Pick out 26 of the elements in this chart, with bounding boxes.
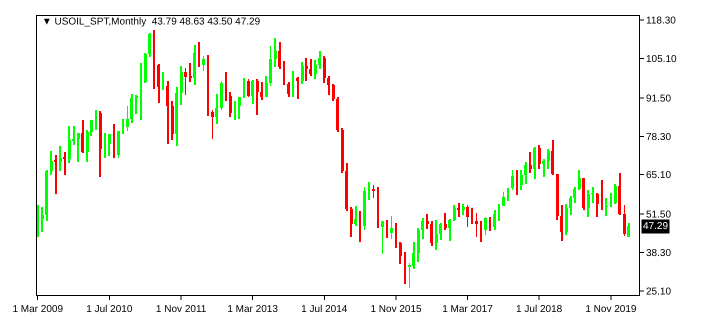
y-tick-label: 25.10 (646, 286, 672, 298)
x-tick-label: 1 Mar 2017 (442, 304, 494, 315)
x-tick-label: 1 Jul 2010 (86, 304, 133, 315)
y-tick-label: 65.10 (646, 170, 672, 182)
candlestick (591, 187, 594, 203)
annotation: 47.29 (643, 221, 668, 232)
candlestick (605, 198, 608, 216)
candlestick (54, 155, 57, 194)
y-tick-label: 105.10 (646, 54, 678, 65)
candlestick (368, 182, 370, 200)
x-tick-label: 1 Nov 2015 (370, 304, 422, 315)
x-tick-label: 1 Jul 2018 (516, 304, 563, 315)
x-tick-label: 1 Nov 2011 (156, 304, 207, 315)
candlestick (63, 152, 66, 175)
x-tick-label: 1 Nov 2019 (585, 304, 637, 315)
candlestick (601, 180, 603, 210)
candlestick (162, 72, 164, 90)
y-tick-label: 118.30 (646, 16, 676, 27)
chart-title: ▼ USOIL_SPT,Monthly 43.79 48.63 43.50 47.29 (42, 16, 261, 28)
y-tick-label: 91.50 (646, 93, 672, 104)
x-tick-label: 1 Mar 2009 (12, 304, 64, 315)
x-tick-label: 1 Mar 2013 (227, 304, 278, 315)
y-tick-label: 78.30 (646, 132, 672, 143)
y-tick-label: 38.30 (646, 248, 672, 260)
y-tick-label: 51.50 (646, 210, 672, 221)
x-tick-label: 1 Jul 2014 (301, 304, 348, 315)
